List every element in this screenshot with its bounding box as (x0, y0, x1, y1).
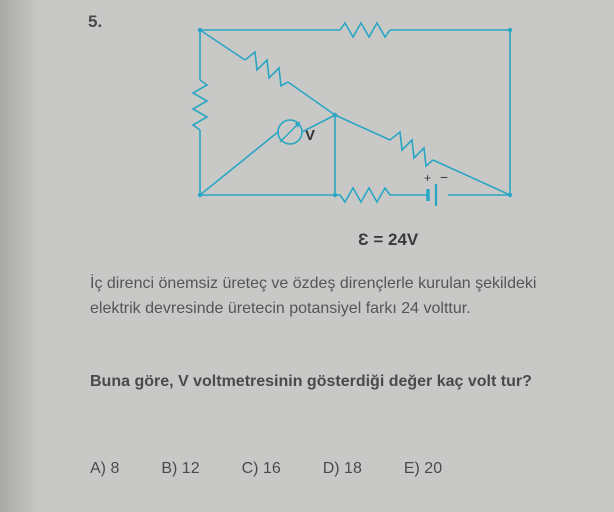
battery-plus: + (424, 171, 431, 185)
circuit-svg: + − V (190, 20, 520, 220)
option-d[interactable]: D) 18 (323, 460, 362, 478)
option-c[interactable]: C) 16 (242, 460, 281, 478)
option-e[interactable]: E) 20 (404, 460, 442, 478)
circuit-diagram: + − V (190, 20, 520, 220)
option-b[interactable]: B) 12 (161, 460, 199, 478)
emf-equation: Ɛ = 24V (358, 230, 418, 250)
question-number: 5. (88, 12, 102, 32)
problem-question: Buna göre, V voltmetresinin gösterdiği d… (90, 370, 550, 395)
page-curl-shadow (0, 0, 40, 512)
option-a[interactable]: A) 8 (90, 460, 119, 478)
answer-options: A) 8 B) 12 C) 16 D) 18 E) 20 (90, 460, 442, 478)
battery-minus: − (440, 169, 448, 185)
problem-paragraph: İç direnci önemsiz üreteç ve özdeş diren… (90, 272, 550, 322)
